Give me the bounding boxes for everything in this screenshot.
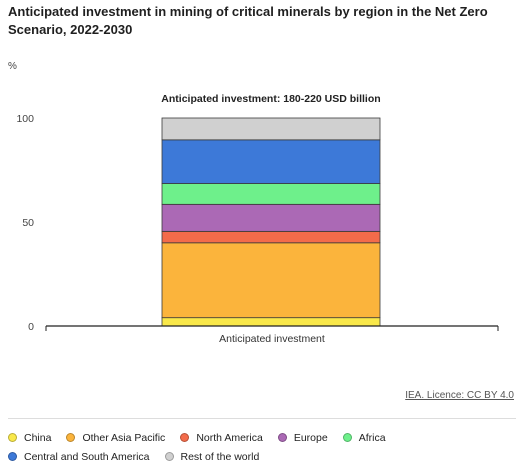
legend-row: Central and South America Rest of the wor… — [8, 447, 518, 466]
legend-swatch-icon — [8, 452, 17, 461]
bar-segment-africa — [161, 183, 381, 205]
legend-item-north-america[interactable]: North America — [180, 432, 263, 444]
legend-item-china[interactable]: China — [8, 432, 51, 444]
bar-annotation: Anticipated investment: 180-220 USD bill… — [161, 93, 380, 105]
legend-label: Other Asia Pacific — [82, 431, 166, 444]
chart-title: Anticipated investment in mining of crit… — [8, 4, 488, 37]
legend-item-europe[interactable]: Europe — [277, 431, 328, 444]
legend-swatch-icon — [164, 452, 174, 461]
legend-label: North America — [196, 431, 263, 444]
legend-row: China Other Asia Pacific North America Euro… — [8, 428, 518, 447]
chart-legend: China Other Asia Pacific North America Euro… — [8, 428, 518, 466]
legend-swatch-icon — [180, 433, 190, 442]
y-tick-label-50: 50 — [22, 217, 34, 229]
legend-item-other-asia-pacific[interactable]: Other Asia Pacific — [66, 432, 165, 444]
legend-swatch-icon — [8, 433, 17, 442]
bar-segment-central-and-south-america — [161, 139, 381, 184]
legend-swatch-icon — [66, 433, 76, 442]
y-tick-label-100: 100 — [16, 113, 34, 125]
legend-divider — [8, 418, 516, 419]
legend-swatch-icon — [342, 433, 352, 442]
bar-segment-rest-of-the-world — [161, 117, 381, 141]
legend-label: Africa — [358, 431, 386, 444]
legend-label: Central and South America — [24, 450, 150, 463]
x-category-label: Anticipated investment — [219, 333, 325, 345]
source-link[interactable]: IEA. Licence: CC BY 4.0 — [405, 390, 514, 401]
y-axis-unit-label: % — [8, 61, 17, 72]
bar-segment-china — [161, 317, 381, 327]
y-tick-label-0: 0 — [28, 321, 34, 333]
bar-segment-north-america — [161, 230, 381, 244]
legend-item-africa[interactable]: Africa — [342, 431, 386, 444]
chart-plot: Anticipated investment: 180-220 USD bill… — [16, 93, 499, 345]
legend-label: Europe — [293, 431, 328, 444]
legend-label: Rest of the world — [180, 450, 260, 463]
legend-item-central-and-south-america[interactable]: Central and South America — [8, 451, 150, 463]
legend-label: China — [24, 431, 52, 444]
bar-segment-europe — [161, 203, 381, 232]
legend-swatch-icon — [277, 433, 287, 442]
bar-segment-other-asia-pacific — [161, 242, 381, 319]
legend-item-rest-of-the-world[interactable]: Rest of the world — [164, 450, 260, 463]
